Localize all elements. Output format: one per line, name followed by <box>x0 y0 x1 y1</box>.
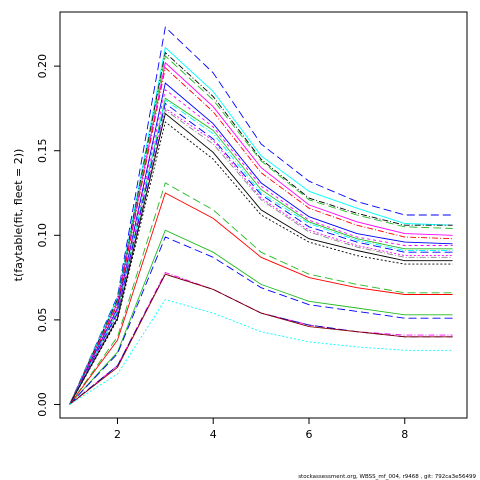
series-line-5 <box>69 61 453 405</box>
series-line-4 <box>69 55 453 405</box>
series-line-2 <box>69 46 453 405</box>
series-line-23 <box>69 299 453 405</box>
series-line-6 <box>69 66 453 405</box>
series-line-3 <box>69 51 453 405</box>
series-line-20 <box>69 271 453 405</box>
series-line-11 <box>69 102 453 405</box>
series-line-16 <box>69 182 453 405</box>
y-tick-label: 0.10 <box>36 223 49 248</box>
series-line-7 <box>69 82 453 405</box>
y-tick-label: 0.15 <box>36 138 49 163</box>
series-line-18 <box>69 229 453 405</box>
series-line-1 <box>69 26 453 405</box>
x-axis: 2 4 6 8 <box>114 418 408 441</box>
y-tick-label: 0.20 <box>36 54 49 79</box>
plot-frame <box>59 11 468 419</box>
series-line-21 <box>69 273 453 405</box>
x-tick-label: 8 <box>401 428 408 441</box>
series-line-10 <box>69 99 453 405</box>
series-line-12 <box>69 107 453 405</box>
y-axis: 0.00 0.05 0.10 0.15 0.20 <box>36 54 60 417</box>
y-axis-title: t(faytable(fit, fleet = 2)) <box>12 149 25 282</box>
series-line-14 <box>69 112 453 405</box>
footnote: stockassessment.org, WBSS_mf_004, r9468 … <box>298 474 476 480</box>
series-layer <box>69 26 453 405</box>
x-tick-label: 4 <box>210 428 217 441</box>
x-tick-label: 2 <box>114 428 121 441</box>
series-line-13 <box>69 109 453 405</box>
series-line-17 <box>69 192 453 405</box>
series-line-15 <box>69 121 453 405</box>
y-tick-label: 0.05 <box>36 308 49 333</box>
series-line-22 <box>69 273 453 405</box>
y-tick-label: 0.00 <box>36 392 49 417</box>
series-line-8 <box>69 89 453 405</box>
series-line-19 <box>69 236 453 405</box>
x-tick-label: 6 <box>305 428 312 441</box>
